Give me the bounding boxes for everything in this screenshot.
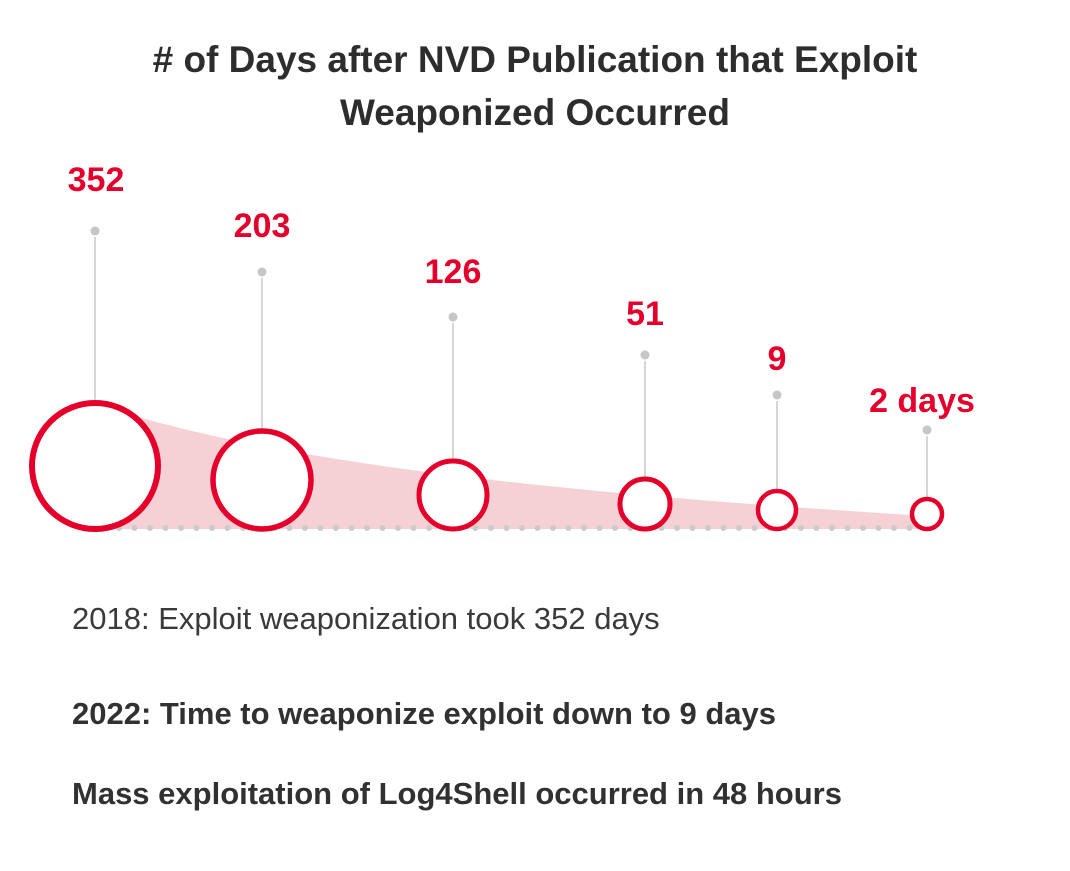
stem-dot — [257, 267, 267, 277]
baseline-dot — [364, 525, 370, 531]
stem-dot — [640, 350, 650, 360]
value-label: 203 — [234, 207, 291, 245]
value-bubble — [617, 476, 673, 532]
baseline-dot — [317, 525, 324, 531]
baseline-dot — [302, 525, 308, 531]
baseline-dot — [565, 525, 572, 531]
baseline-dot — [674, 525, 680, 531]
baseline-dot — [379, 525, 386, 531]
baseline-dot — [209, 525, 215, 531]
baseline-dot — [550, 525, 556, 531]
stem-dot — [772, 390, 782, 400]
baseline-dot — [891, 525, 897, 531]
value-label: 51 — [626, 295, 664, 333]
baseline-dot — [829, 525, 835, 531]
value-bubble — [909, 496, 945, 532]
stem-dot — [448, 312, 458, 322]
lollipop-bubble-chart: 352 203 126 51 9 2 days — [29, 161, 975, 532]
annotation-2022: 2022: Time to weaponize exploit down to … — [72, 696, 776, 731]
baseline-dot — [178, 525, 184, 531]
baseline-dot — [844, 525, 851, 531]
baseline-dot — [333, 525, 339, 531]
stem-dot — [90, 226, 100, 236]
baseline-dot — [131, 525, 138, 531]
annotation-log4shell: Mass exploitation of Log4Shell occurred … — [72, 776, 842, 811]
baseline-dot — [426, 525, 432, 531]
value-label: 126 — [425, 253, 482, 291]
baseline-dot — [875, 525, 882, 531]
baseline-dot — [224, 525, 231, 531]
chart-title: # of Days after NVD Publication that Exp… — [152, 39, 918, 133]
baseline-dot — [286, 525, 293, 531]
baseline-dot — [410, 525, 417, 531]
baseline-dot — [472, 525, 479, 531]
baseline-dot — [720, 525, 727, 531]
baseline-dot — [596, 525, 603, 531]
value-bubble — [210, 428, 314, 532]
baseline-dot — [581, 525, 587, 531]
baseline-dot — [813, 525, 820, 531]
stem-dot — [922, 425, 932, 435]
baseline-dot — [705, 525, 711, 531]
value-label: 2 days — [869, 382, 975, 420]
baseline-dot — [860, 525, 866, 531]
baseline-dot — [689, 525, 696, 531]
value-bubble — [416, 458, 490, 532]
baseline-dot — [193, 525, 200, 531]
baseline-dot — [736, 525, 742, 531]
baseline-dot — [534, 525, 541, 531]
value-label: 352 — [68, 161, 125, 199]
baseline-dot — [798, 525, 804, 531]
value-bubble — [755, 488, 799, 532]
baseline-dot — [906, 525, 913, 531]
annotation-2018: 2018: Exploit weaponization took 352 day… — [72, 601, 660, 636]
value-bubble — [29, 400, 161, 532]
baseline-dot — [488, 525, 494, 531]
baseline-dot — [147, 525, 153, 531]
baseline-dot — [519, 525, 525, 531]
baseline-dot — [503, 525, 510, 531]
baseline-dot — [395, 525, 401, 531]
baseline-dot — [751, 525, 758, 531]
baseline-dot — [348, 525, 355, 531]
baseline-dot — [162, 525, 169, 531]
baseline-dot — [612, 525, 618, 531]
value-label: 9 — [768, 340, 787, 378]
